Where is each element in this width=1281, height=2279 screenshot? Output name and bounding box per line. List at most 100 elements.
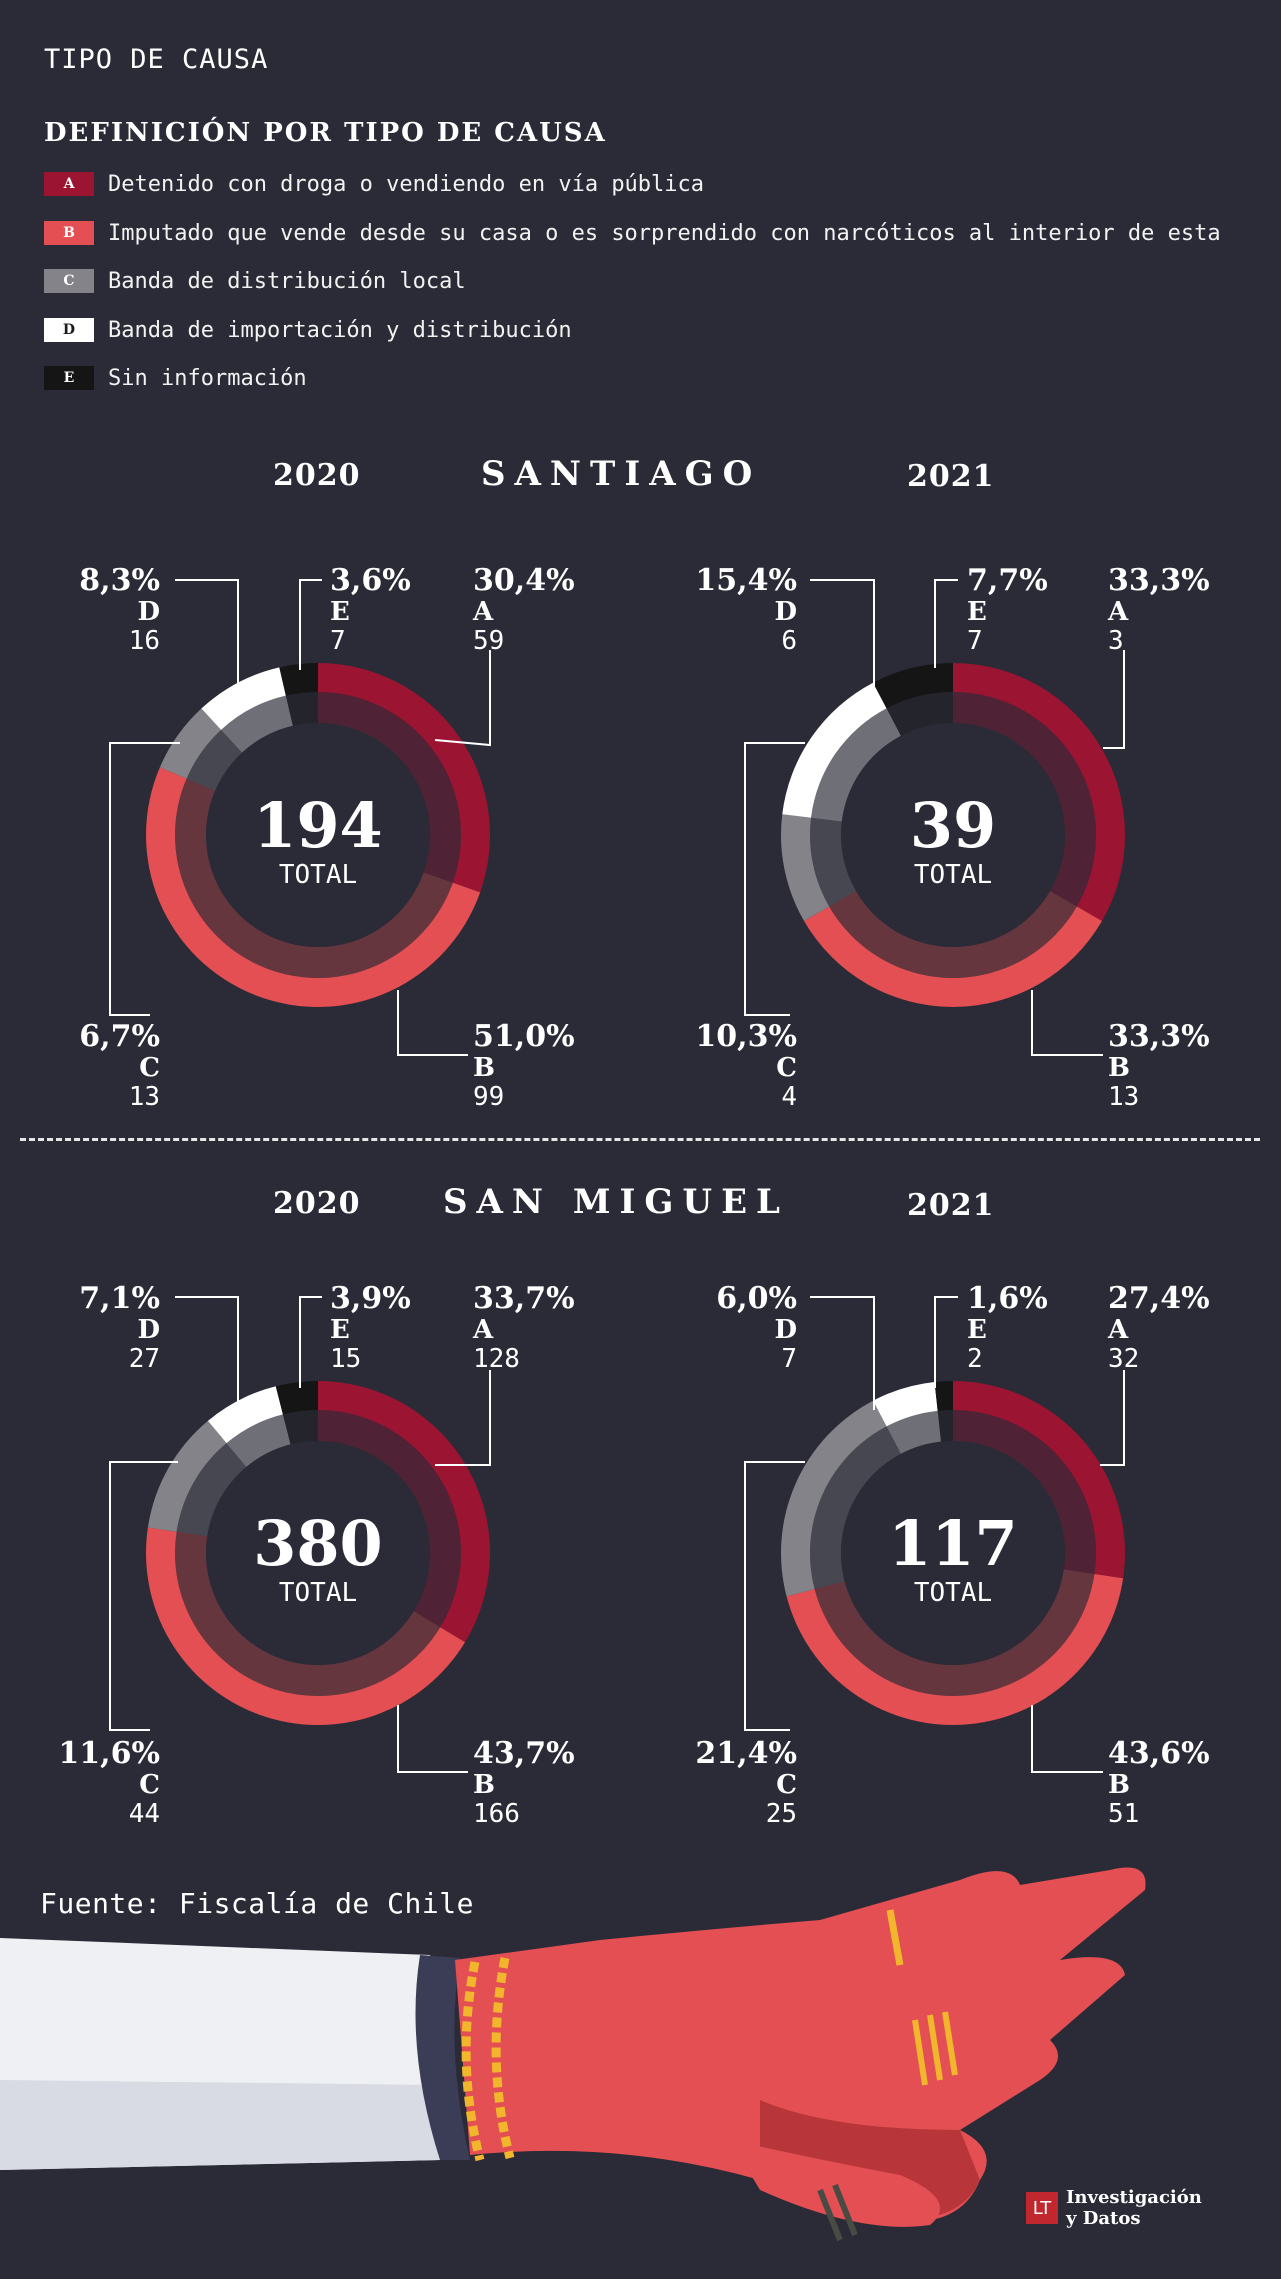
slice-b-inner (174, 778, 453, 979)
legend-label-d: Banda de importación y distribución (108, 317, 572, 343)
slice-a-inner (953, 692, 1096, 907)
slice-e-inner (282, 1410, 318, 1445)
data-label-key-c: C (139, 1770, 160, 1800)
legend-item-d: D Banda de importación y distribución (44, 315, 572, 345)
sleeve-shadow (0, 2080, 440, 2170)
slice-e-outer (934, 1381, 953, 1411)
donut-total-label: TOTAL (279, 860, 357, 890)
data-label-count-c: 4 (781, 1082, 797, 1112)
legend-item-e: E Sin información (44, 363, 307, 393)
leader-line-d (810, 579, 875, 690)
data-label-count-e: 15 (330, 1344, 361, 1374)
slice-b-inner (829, 891, 1077, 978)
slice-e-outer (873, 663, 953, 709)
data-label-key-c: C (139, 1053, 160, 1083)
legend-swatch-c: C (44, 269, 94, 293)
legend-label-a: Detenido con droga o vendiendo en vía pú… (108, 171, 705, 197)
cuff (415, 1955, 470, 2160)
data-label-key-a: A (472, 597, 494, 627)
year-label-santiago-2020: 2020 (273, 458, 361, 493)
data-label-count-b: 99 (473, 1082, 504, 1112)
slice-a-outer (953, 1381, 1126, 1579)
data-label-pct-e: 1,6% (967, 1281, 1048, 1316)
leader-line-c (744, 1461, 805, 1731)
leader-line-d (175, 1296, 239, 1410)
slice-a-outer (318, 1381, 490, 1643)
legend-item-a: A Detenido con droga o vendiendo en vía … (44, 169, 704, 199)
slice-a-inner (318, 1410, 461, 1628)
donut-hole (206, 1441, 430, 1665)
slice-c-outer (159, 708, 222, 779)
brand-logo: LT Investigación y Datos (1026, 2187, 1202, 2229)
donut-total-label: TOTAL (279, 1578, 357, 1608)
logo-mark: LT (1026, 2192, 1058, 2224)
data-label-pct-b: 51,0% (473, 1019, 575, 1054)
data-label-pct-d: 8,3% (79, 563, 160, 598)
leader-line-b (1031, 1705, 1103, 1773)
data-label-count-e: 7 (967, 626, 983, 656)
slice-e-outer (279, 663, 318, 696)
slice-c-outer (147, 1420, 227, 1532)
data-label-pct-a: 30,4% (473, 563, 575, 598)
slice-a-outer (953, 663, 1126, 921)
leader-line-c (109, 742, 180, 1016)
slice-d-outer (873, 1381, 938, 1427)
legend-swatch-a: A (44, 172, 94, 196)
region-title-sanmiguel: SAN MIGUEL (443, 1182, 789, 1222)
data-label-key-d: D (137, 1315, 160, 1345)
slice-d-inner (811, 708, 901, 822)
data-label-key-c: C (776, 1053, 797, 1083)
data-label-key-a: A (1107, 1315, 1129, 1345)
year-label-sanmiguel-2021: 2021 (907, 1188, 995, 1223)
donut-total-value: 194 (253, 789, 382, 862)
page-topic: TIPO DE CAUSA (44, 44, 269, 75)
data-label-key-b: B (473, 1053, 495, 1083)
donut-hole (206, 723, 430, 947)
data-label-count-e: 2 (967, 1344, 983, 1374)
logo-text: Investigación y Datos (1066, 2187, 1202, 2229)
slice-a-inner (318, 692, 461, 883)
data-label-key-d: D (774, 1315, 797, 1345)
legend-title: DEFINICIÓN POR TIPO DE CAUSA (44, 118, 607, 148)
legend-label-e: Sin información (108, 365, 307, 391)
source-note: Fuente: Fiscalía de Chile (40, 1887, 474, 1920)
donut-hole (841, 1441, 1065, 1665)
data-label-count-c: 44 (129, 1799, 160, 1829)
data-label-pct-e: 7,7% (967, 563, 1048, 598)
data-label-key-e: E (330, 597, 350, 627)
slice-c-outer (780, 814, 830, 921)
data-label-count-b: 51 (1108, 1799, 1139, 1829)
slice-c-inner (176, 1443, 247, 1537)
slice-d-outer (201, 667, 286, 730)
leader-line-e (299, 579, 322, 670)
data-label-pct-d: 6,0% (716, 1281, 797, 1316)
data-label-count-b: 13 (1108, 1082, 1139, 1112)
legend-swatch-e: E (44, 366, 94, 390)
slice-e-inner (886, 692, 953, 736)
slice-e-inner (285, 692, 318, 726)
data-label-pct-d: 15,4% (695, 563, 797, 598)
slice-b-inner (175, 1531, 441, 1696)
data-label-count-d: 7 (781, 1344, 797, 1374)
data-label-key-e: E (967, 1315, 987, 1345)
leader-line-d (810, 1296, 875, 1410)
data-label-key-c: C (776, 1770, 797, 1800)
legend-item-c: C Banda de distribución local (44, 266, 466, 296)
data-label-count-a: 32 (1108, 1344, 1139, 1374)
ring-1 (886, 1909, 904, 1966)
data-label-count-c: 25 (766, 1799, 797, 1829)
data-label-key-a: A (472, 1315, 494, 1345)
data-label-pct-e: 3,9% (330, 1281, 411, 1316)
slice-d-inner (886, 1410, 941, 1454)
donut-total-value: 39 (910, 789, 996, 862)
slice-a-outer (318, 663, 491, 893)
donut-total-label: TOTAL (914, 860, 992, 890)
leader-line-a (434, 650, 491, 747)
leader-line-a (1103, 650, 1125, 749)
slice-b-outer (786, 1574, 1124, 1726)
year-label-sanmiguel-2020: 2020 (273, 1186, 361, 1221)
donut-total-label: TOTAL (914, 1578, 992, 1608)
